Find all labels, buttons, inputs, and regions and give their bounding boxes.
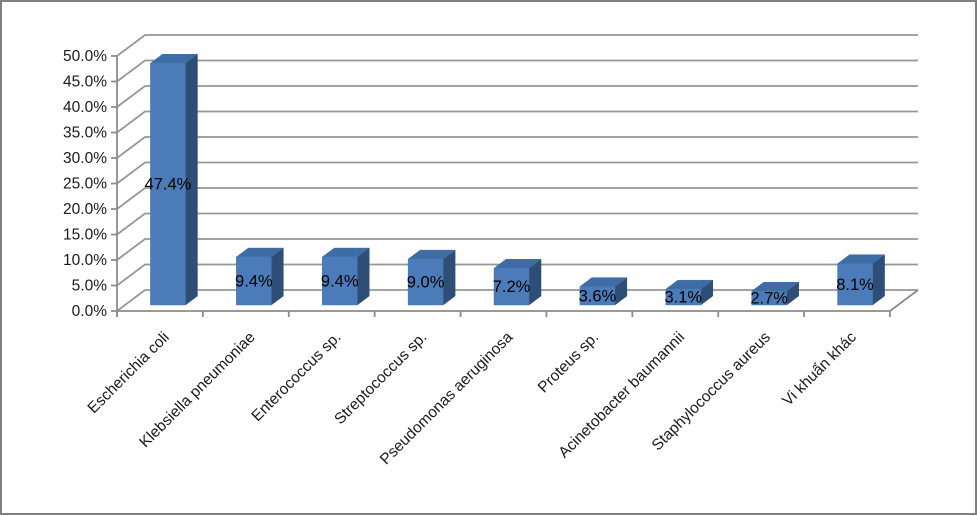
bar-group: 3.6% bbox=[579, 277, 628, 306]
category-label: Enterococcus sp. bbox=[248, 329, 344, 425]
gridline bbox=[116, 289, 918, 312]
data-label: 9.0% bbox=[407, 274, 445, 292]
data-label: 7.2% bbox=[493, 278, 531, 296]
data-label: 3.1% bbox=[664, 289, 702, 307]
data-label: 8.1% bbox=[836, 276, 874, 294]
y-axis-label: 50.0% bbox=[63, 48, 107, 65]
category-label: Escherichia coli bbox=[85, 329, 173, 417]
bar-group: 2.7% bbox=[750, 281, 800, 308]
data-label: 9.4% bbox=[235, 273, 273, 291]
gridline bbox=[116, 161, 918, 185]
data-label: 9.4% bbox=[321, 273, 359, 291]
bar-front-face bbox=[236, 256, 272, 306]
data-label: 2.7% bbox=[750, 290, 788, 308]
bar-side-face bbox=[356, 247, 370, 306]
bar-group: 8.1% bbox=[836, 254, 886, 306]
gridline bbox=[116, 110, 918, 134]
bar-front-face bbox=[751, 290, 787, 306]
bar-front-face bbox=[837, 263, 873, 306]
gridline bbox=[116, 59, 918, 83]
bar-front-face bbox=[665, 288, 702, 306]
bar-front-face bbox=[407, 258, 444, 306]
y-axis-label: 30.0% bbox=[63, 150, 107, 167]
y-axis-label: 0.0% bbox=[72, 303, 108, 320]
bar-group: 3.1% bbox=[664, 279, 714, 307]
y-axis-label: 15.0% bbox=[63, 227, 107, 244]
gridline bbox=[116, 238, 918, 261]
gridline bbox=[116, 136, 918, 159]
bar-group: 47.4% bbox=[145, 53, 199, 306]
floor-right-edge bbox=[889, 289, 919, 312]
bar-front-face bbox=[493, 268, 530, 306]
y-axis-label: 20.0% bbox=[63, 201, 107, 218]
bar-group: 9.0% bbox=[407, 249, 456, 306]
bar-side-face bbox=[271, 247, 284, 306]
gridline bbox=[116, 34, 918, 57]
category-label: Proteus sp. bbox=[535, 329, 602, 396]
category-label: Vi khuẩn khác bbox=[779, 329, 860, 410]
y-axis-label: 40.0% bbox=[63, 99, 107, 116]
gridline bbox=[116, 85, 918, 108]
bar-front-face bbox=[321, 256, 358, 306]
data-label: 3.6% bbox=[579, 287, 617, 305]
bar-side-face bbox=[442, 249, 456, 306]
bar-group: 9.4% bbox=[235, 247, 285, 306]
y-axis-label: 10.0% bbox=[63, 252, 107, 269]
gridline bbox=[116, 212, 918, 236]
y-axis-label: 5.0% bbox=[72, 278, 108, 295]
category-label: Streptococcus sp. bbox=[331, 329, 430, 428]
bar-front-face bbox=[579, 286, 616, 306]
y-axis-label: 25.0% bbox=[63, 176, 107, 193]
bar-group: 9.4% bbox=[321, 247, 370, 306]
bar-front-face bbox=[150, 63, 186, 306]
data-label: 47.4% bbox=[145, 176, 192, 194]
bar-group: 7.2% bbox=[493, 258, 542, 306]
gridline bbox=[116, 263, 918, 287]
gridline bbox=[116, 187, 918, 210]
y-axis-label: 35.0% bbox=[63, 125, 107, 142]
y-axis-label: 45.0% bbox=[63, 74, 107, 91]
